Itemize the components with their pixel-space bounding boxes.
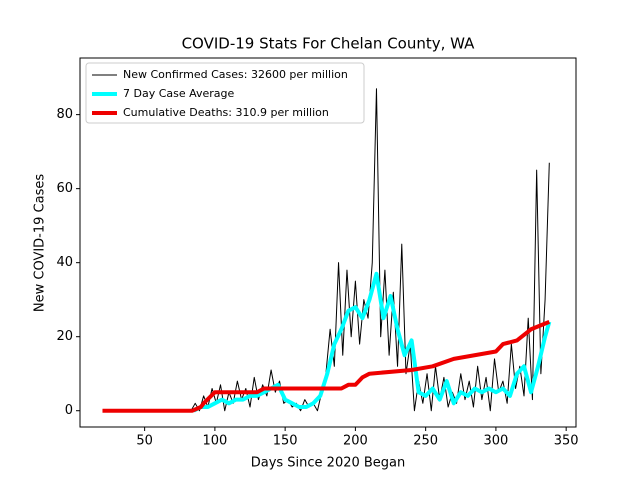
data-line <box>102 88 550 412</box>
x-tick-label: 250 <box>413 434 438 449</box>
y-axis-label: New COVID-19 Cases <box>33 174 48 312</box>
y-tick-label: 60 <box>56 181 73 196</box>
plot-frame <box>79 57 577 428</box>
y-tick-label: 0 <box>65 403 73 418</box>
x-tick-label: 100 <box>202 434 227 449</box>
legend-box <box>85 62 365 124</box>
legend-label: Cumulative Deaths: 310.9 per million <box>123 106 329 119</box>
x-tick-label: 350 <box>554 434 579 449</box>
chart-title: COVID-19 Stats For Chelan County, WA <box>182 35 476 53</box>
data-line <box>102 320 551 413</box>
x-tick-label: 150 <box>273 434 298 449</box>
data-line <box>192 271 552 413</box>
x-tick-label: 300 <box>483 434 508 449</box>
y-tick-label: 40 <box>56 255 73 270</box>
legend-label: 7 Day Case Average <box>123 87 235 100</box>
y-tick-label: 80 <box>56 107 73 122</box>
legend-label: New Confirmed Cases: 32600 per million <box>123 68 348 81</box>
x-tick-label: 200 <box>343 434 368 449</box>
y-tick-label: 20 <box>56 329 73 344</box>
x-axis-label: Days Since 2020 Began <box>251 456 406 471</box>
x-tick-label: 50 <box>136 434 153 449</box>
